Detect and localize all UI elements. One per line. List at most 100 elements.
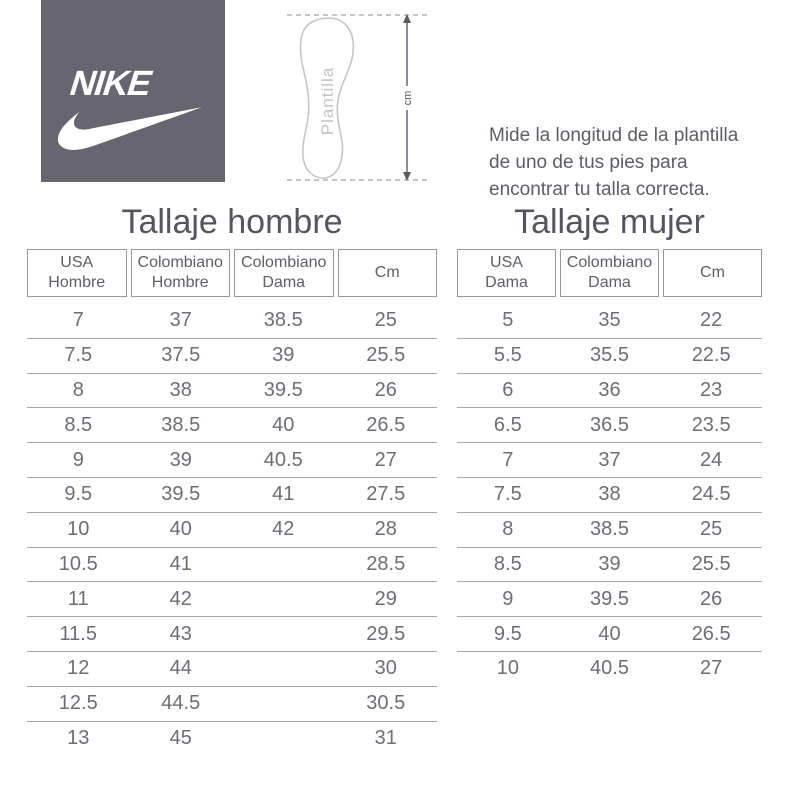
- column-header: Cm: [337, 249, 437, 297]
- table-cell: 29: [374, 587, 397, 610]
- table-row: 7 37 24: [457, 442, 762, 477]
- table-cell: 40.5: [263, 448, 303, 471]
- table-cell: 37.5: [161, 344, 201, 367]
- women-size-table: Tallaje mujer USA Dama Colombiano Dama Cm …: [457, 200, 762, 686]
- table-row: 10.5 41 28.5: [27, 546, 437, 582]
- women-table-body: 5 35 22 5.5 35.5 22.5 6 36 23 6.5 36.5 23.5 7 37 24 7.5…: [457, 304, 762, 686]
- table-cell: 26: [700, 587, 723, 610]
- table-cell: 7.5: [493, 483, 522, 506]
- table-cell: 9: [502, 587, 514, 610]
- nike-wordmark: NIKE: [65, 64, 157, 103]
- table-row: 10 40.5 27: [457, 650, 762, 686]
- table-row: 11 42 29: [27, 581, 437, 616]
- insole-outline: [299, 17, 355, 179]
- column-header: Colombiano Dama: [234, 249, 334, 297]
- table-cell: 13: [67, 726, 90, 749]
- table-cell: 11.5: [59, 622, 97, 645]
- table-cell: 25.5: [691, 552, 731, 575]
- table-row: 9.5 39.5 41 27.5: [27, 476, 437, 512]
- measurement-instructions: Mide la longitud de la plantilla de uno …: [489, 125, 739, 200]
- table-cell: 7: [502, 448, 514, 471]
- table-cell: 35.5: [590, 344, 629, 367]
- table-cell: 26.5: [691, 622, 731, 645]
- table-cell: 22.5: [691, 344, 731, 367]
- insole-label: Plantilla: [318, 67, 337, 136]
- table-row: 7.5 37.5 39 25.5: [27, 337, 437, 373]
- table-cell: 42: [272, 518, 295, 541]
- table-cell: 23.5: [691, 413, 731, 436]
- table-cell: 8: [502, 518, 514, 541]
- table-cell: 27.5: [366, 483, 406, 506]
- table-cell: 39.5: [590, 587, 629, 610]
- table-cell: 24.5: [691, 483, 731, 506]
- table-cell: 8.5: [493, 552, 522, 575]
- table-row: 8.5 39 25.5: [457, 546, 762, 582]
- table-row: 9 39 40.5 27: [27, 442, 437, 477]
- table-cell: 35: [598, 309, 621, 332]
- men-size-table: Tallaje hombre USA Hombre Colombiano Homb…: [27, 200, 437, 755]
- table-cell: 38: [598, 483, 621, 506]
- table-row: 5 35 22: [457, 304, 762, 338]
- nike-logo-card: NIKE: [41, 0, 225, 182]
- table-cell: 7: [72, 309, 84, 332]
- arrowhead-down: [403, 172, 411, 181]
- table-row: 6.5 36.5 23.5: [457, 407, 762, 442]
- table-row: 8 38.5 25: [457, 511, 762, 547]
- table-cell: 12.5: [58, 692, 98, 715]
- table-cell: 40: [272, 413, 295, 436]
- men-table-header-row: USA Hombre Colombiano Hombre Colombiano Da…: [27, 249, 437, 297]
- table-cell: 39.5: [161, 483, 201, 506]
- table-cell: 45: [169, 726, 192, 749]
- table-cell: 25: [700, 518, 723, 541]
- insole-measurement-diagram: Plantilla cm: [287, 14, 431, 181]
- table-cell: 5: [502, 309, 514, 332]
- table-cell: 25: [374, 309, 397, 332]
- column-header: Colombiano Dama: [560, 249, 659, 297]
- table-row: 7.5 38 24.5: [457, 476, 762, 512]
- table-cell: 27: [700, 657, 723, 680]
- table-cell: 10: [496, 657, 519, 680]
- table-cell: 30: [374, 657, 397, 680]
- table-row: 7 37 38.5 25: [27, 304, 437, 338]
- table-row: 11.5 43 29.5: [27, 616, 437, 651]
- table-row: 5.5 35.5 22.5: [457, 337, 762, 373]
- table-cell: 39.5: [263, 378, 303, 401]
- table-cell: 40: [169, 518, 192, 541]
- table-row: 8.5 38.5 40 26.5: [27, 407, 437, 442]
- table-cell: 44: [169, 657, 192, 680]
- table-row: 12 44 30: [27, 650, 437, 686]
- table-cell: 38.5: [590, 518, 629, 541]
- table-cell: 38: [169, 378, 192, 401]
- table-cell: 41: [169, 552, 192, 575]
- table-cell: 28.5: [366, 552, 406, 575]
- table-cell: 31: [374, 726, 397, 749]
- table-row: 9 39.5 26: [457, 581, 762, 616]
- men-table-title: Tallaje hombre: [121, 203, 343, 241]
- arrowhead-up: [403, 14, 411, 23]
- table-cell: 5.5: [493, 344, 522, 367]
- table-cell: 43: [169, 622, 192, 645]
- table-cell: 44.5: [161, 692, 201, 715]
- table-cell: 24: [700, 448, 723, 471]
- table-cell: 6.5: [493, 413, 522, 436]
- column-header: USA Hombre: [27, 249, 127, 297]
- table-row: 13 45 31: [27, 720, 437, 756]
- table-cell: 26.5: [366, 413, 406, 436]
- table-cell: 27: [374, 448, 397, 471]
- table-cell: 38.5: [263, 309, 303, 332]
- table-cell: 8.5: [64, 413, 93, 436]
- men-table-body: 7 37 38.5 25 7.5 37.5 39 25.5 8 38 39.5 26 8.5 38.5 40…: [27, 304, 437, 755]
- table-cell: 28: [374, 518, 397, 541]
- table-cell: 9: [72, 448, 84, 471]
- table-cell: 7.5: [64, 344, 93, 367]
- table-cell: 11: [67, 587, 89, 610]
- table-cell: 37: [598, 448, 621, 471]
- table-cell: 39: [598, 552, 621, 575]
- table-cell: 12: [67, 657, 90, 680]
- table-row: 10 40 42 28: [27, 511, 437, 547]
- table-cell: 40: [598, 622, 621, 645]
- table-cell: 38.5: [161, 413, 201, 436]
- table-cell: 6: [502, 378, 514, 401]
- table-row: 6 36 23: [457, 372, 762, 408]
- table-row: 8 38 39.5 26: [27, 372, 437, 408]
